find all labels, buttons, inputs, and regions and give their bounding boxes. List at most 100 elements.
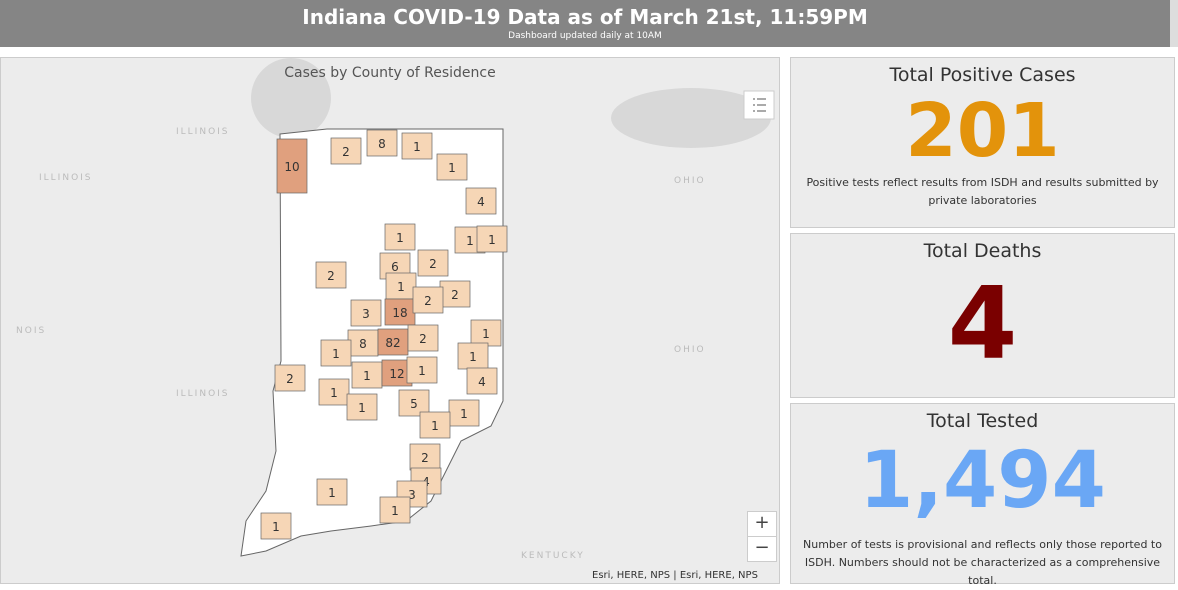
county xyxy=(412,286,444,314)
county xyxy=(448,399,480,427)
county-count: 2 xyxy=(421,451,429,465)
basemap-label: ILLINOIS xyxy=(176,127,230,137)
indicator-card: Total Deaths 4 xyxy=(790,233,1175,398)
indicator-value: 4 xyxy=(947,265,1018,382)
indicator-value: 201 xyxy=(905,88,1060,174)
indicator-title: Total Tested xyxy=(926,410,1039,432)
county xyxy=(436,153,468,181)
county-count: 1 xyxy=(330,386,338,400)
county-count: 1 xyxy=(413,140,421,154)
county-count: 1 xyxy=(482,327,490,341)
county xyxy=(465,187,497,215)
county xyxy=(409,443,441,471)
county-count: 8 xyxy=(378,137,386,151)
basemap-label: OHIO xyxy=(674,345,706,355)
county-count: 1 xyxy=(332,347,340,361)
attribution: Esri, HERE, NPS | Esri, HERE, NPS xyxy=(592,570,758,581)
county-count: 4 xyxy=(477,195,485,209)
county xyxy=(276,138,308,194)
county-count: 2 xyxy=(286,372,294,386)
county xyxy=(401,132,433,160)
county xyxy=(385,272,417,300)
county-count: 1 xyxy=(396,231,404,245)
lake xyxy=(611,88,771,148)
county-count: 2 xyxy=(424,294,432,308)
scrollbar[interactable] xyxy=(1170,0,1178,47)
county xyxy=(318,378,350,406)
county-count: 1 xyxy=(466,234,474,248)
map-panel[interactable]: Cases by County of Residence Esri, HERE,… xyxy=(0,57,780,584)
county-count: 1 xyxy=(272,520,280,534)
county-count: 18 xyxy=(392,306,407,320)
county-count: 1 xyxy=(391,504,399,518)
county-count: 1 xyxy=(431,419,439,433)
county-count: 1 xyxy=(418,364,426,378)
county xyxy=(466,367,498,395)
county-count: 1 xyxy=(397,280,405,294)
county xyxy=(476,225,508,253)
zoom-out[interactable]: − xyxy=(747,536,777,562)
county-count: 2 xyxy=(327,269,335,283)
county-count: 1 xyxy=(448,161,456,175)
county xyxy=(417,249,449,277)
county-count: 1 xyxy=(363,369,371,383)
indicator-note: Number of tests is provisional and refle… xyxy=(803,538,1162,587)
county-count: 2 xyxy=(429,257,437,271)
basemap-label: KENTUCKY xyxy=(521,551,585,561)
county-count: 8 xyxy=(359,337,367,351)
county xyxy=(407,324,439,352)
basemap-label: ILLINOIS xyxy=(39,173,93,183)
county xyxy=(351,361,383,389)
indicator-title: Total Positive Cases xyxy=(889,64,1076,86)
county xyxy=(379,496,411,524)
county-count: 1 xyxy=(460,407,468,421)
county-count: 10 xyxy=(284,160,299,174)
county xyxy=(350,299,382,327)
legend-icon xyxy=(753,98,766,112)
basemap-label: ILLINOIS xyxy=(176,389,230,399)
indicator-card: Total Positive Cases 201 Positive tests … xyxy=(790,57,1175,228)
county-count: 4 xyxy=(478,375,486,389)
legend-button[interactable] xyxy=(743,90,775,120)
county-count: 1 xyxy=(328,486,336,500)
county xyxy=(330,137,362,165)
map-title: Cases by County of Residence xyxy=(284,65,495,81)
county xyxy=(316,478,348,506)
header: Indiana COVID-19 Data as of March 21st, … xyxy=(0,0,1170,47)
county-count: 1 xyxy=(469,350,477,364)
county xyxy=(315,261,347,289)
indicator-value: 1,494 xyxy=(859,436,1106,526)
map[interactable]: Cases by County of Residence Esri, HERE,… xyxy=(1,58,779,583)
county-count: 3 xyxy=(362,307,370,321)
county xyxy=(419,411,451,439)
county-count: 5 xyxy=(410,397,418,411)
header-subtitle: Dashboard updated daily at 10AM xyxy=(508,31,662,41)
county-count: 2 xyxy=(342,145,350,159)
basemap-label: OHIO xyxy=(674,176,706,186)
county-count: 3 xyxy=(408,488,416,502)
county xyxy=(470,319,502,347)
county xyxy=(320,339,352,367)
county xyxy=(346,393,378,421)
county-count: 2 xyxy=(451,288,459,302)
county xyxy=(384,298,416,326)
county xyxy=(406,356,438,384)
indicator-card: Total Tested 1,494 Number of tests is pr… xyxy=(790,403,1175,587)
county-count: 12 xyxy=(389,367,404,381)
zoom-in[interactable]: + xyxy=(747,511,777,537)
county xyxy=(366,129,398,157)
lake xyxy=(251,58,331,138)
county xyxy=(439,280,471,308)
county-count: 6 xyxy=(391,260,399,274)
county xyxy=(384,223,416,251)
header-title: Indiana COVID-19 Data as of March 21st, … xyxy=(302,5,868,29)
indicator-note: Positive tests reflect results from ISDH… xyxy=(806,176,1159,207)
indicator-title: Total Deaths xyxy=(923,240,1042,262)
county xyxy=(274,364,306,392)
county xyxy=(260,512,292,540)
county-count: 82 xyxy=(385,336,400,350)
county-count: 1 xyxy=(488,233,496,247)
basemap-label: NOIS xyxy=(16,326,46,336)
county-count: 2 xyxy=(419,332,427,346)
